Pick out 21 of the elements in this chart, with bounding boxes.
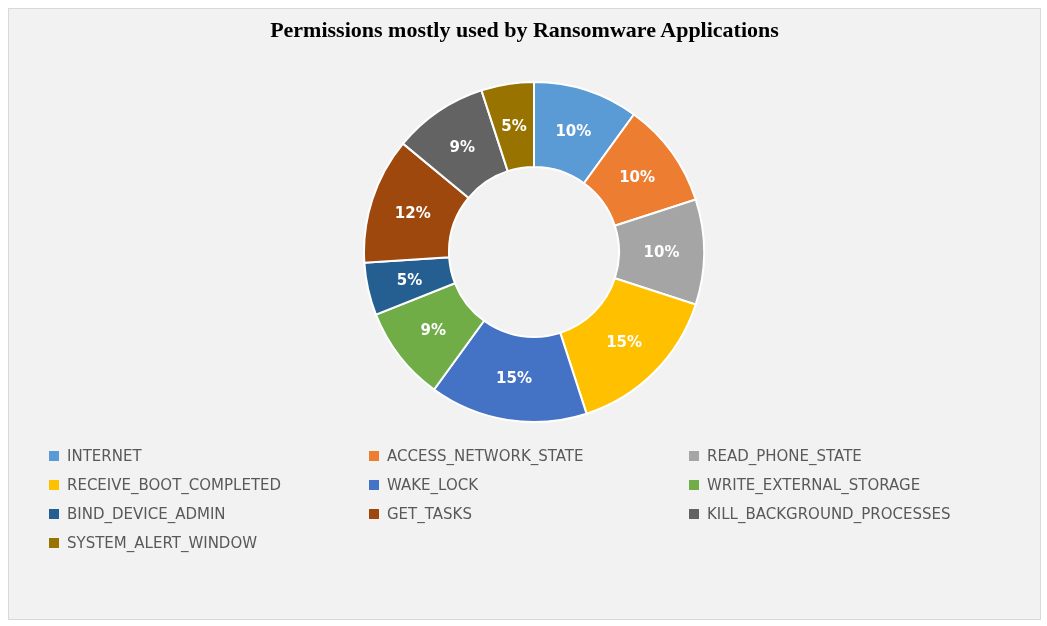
legend-label: SYSTEM_ALERT_WINDOW <box>67 534 258 552</box>
data-label: 10% <box>555 121 592 140</box>
legend-label: READ_PHONE_STATE <box>707 447 862 465</box>
data-label: 15% <box>496 368 533 387</box>
legend-label: KILL_BACKGROUND_PROCESSES <box>707 505 951 523</box>
data-label: 9% <box>420 321 446 340</box>
data-label: 9% <box>449 137 476 156</box>
data-label: 15% <box>606 333 643 352</box>
legend-label: BIND_DEVICE_ADMIN <box>67 505 226 523</box>
data-label: 10% <box>619 168 656 187</box>
legend-label: GET_TASKS <box>387 505 472 523</box>
chart-title: Permissions mostly used by Ransomware Applications <box>269 17 780 43</box>
legend-label: WAKE_LOCK <box>387 476 479 494</box>
data-label: 5% <box>501 117 527 136</box>
legend-label: WRITE_EXTERNAL_STORAGE <box>707 476 921 494</box>
legend-label: ACCESS_NETWORK_STATE <box>387 447 584 465</box>
legend-label: RECEIVE_BOOT_COMPLETED <box>67 476 282 494</box>
data-label: 12% <box>394 203 431 222</box>
data-label: 5% <box>396 270 423 289</box>
legend-label: INTERNET <box>67 447 142 465</box>
data-label: 10% <box>643 243 680 261</box>
